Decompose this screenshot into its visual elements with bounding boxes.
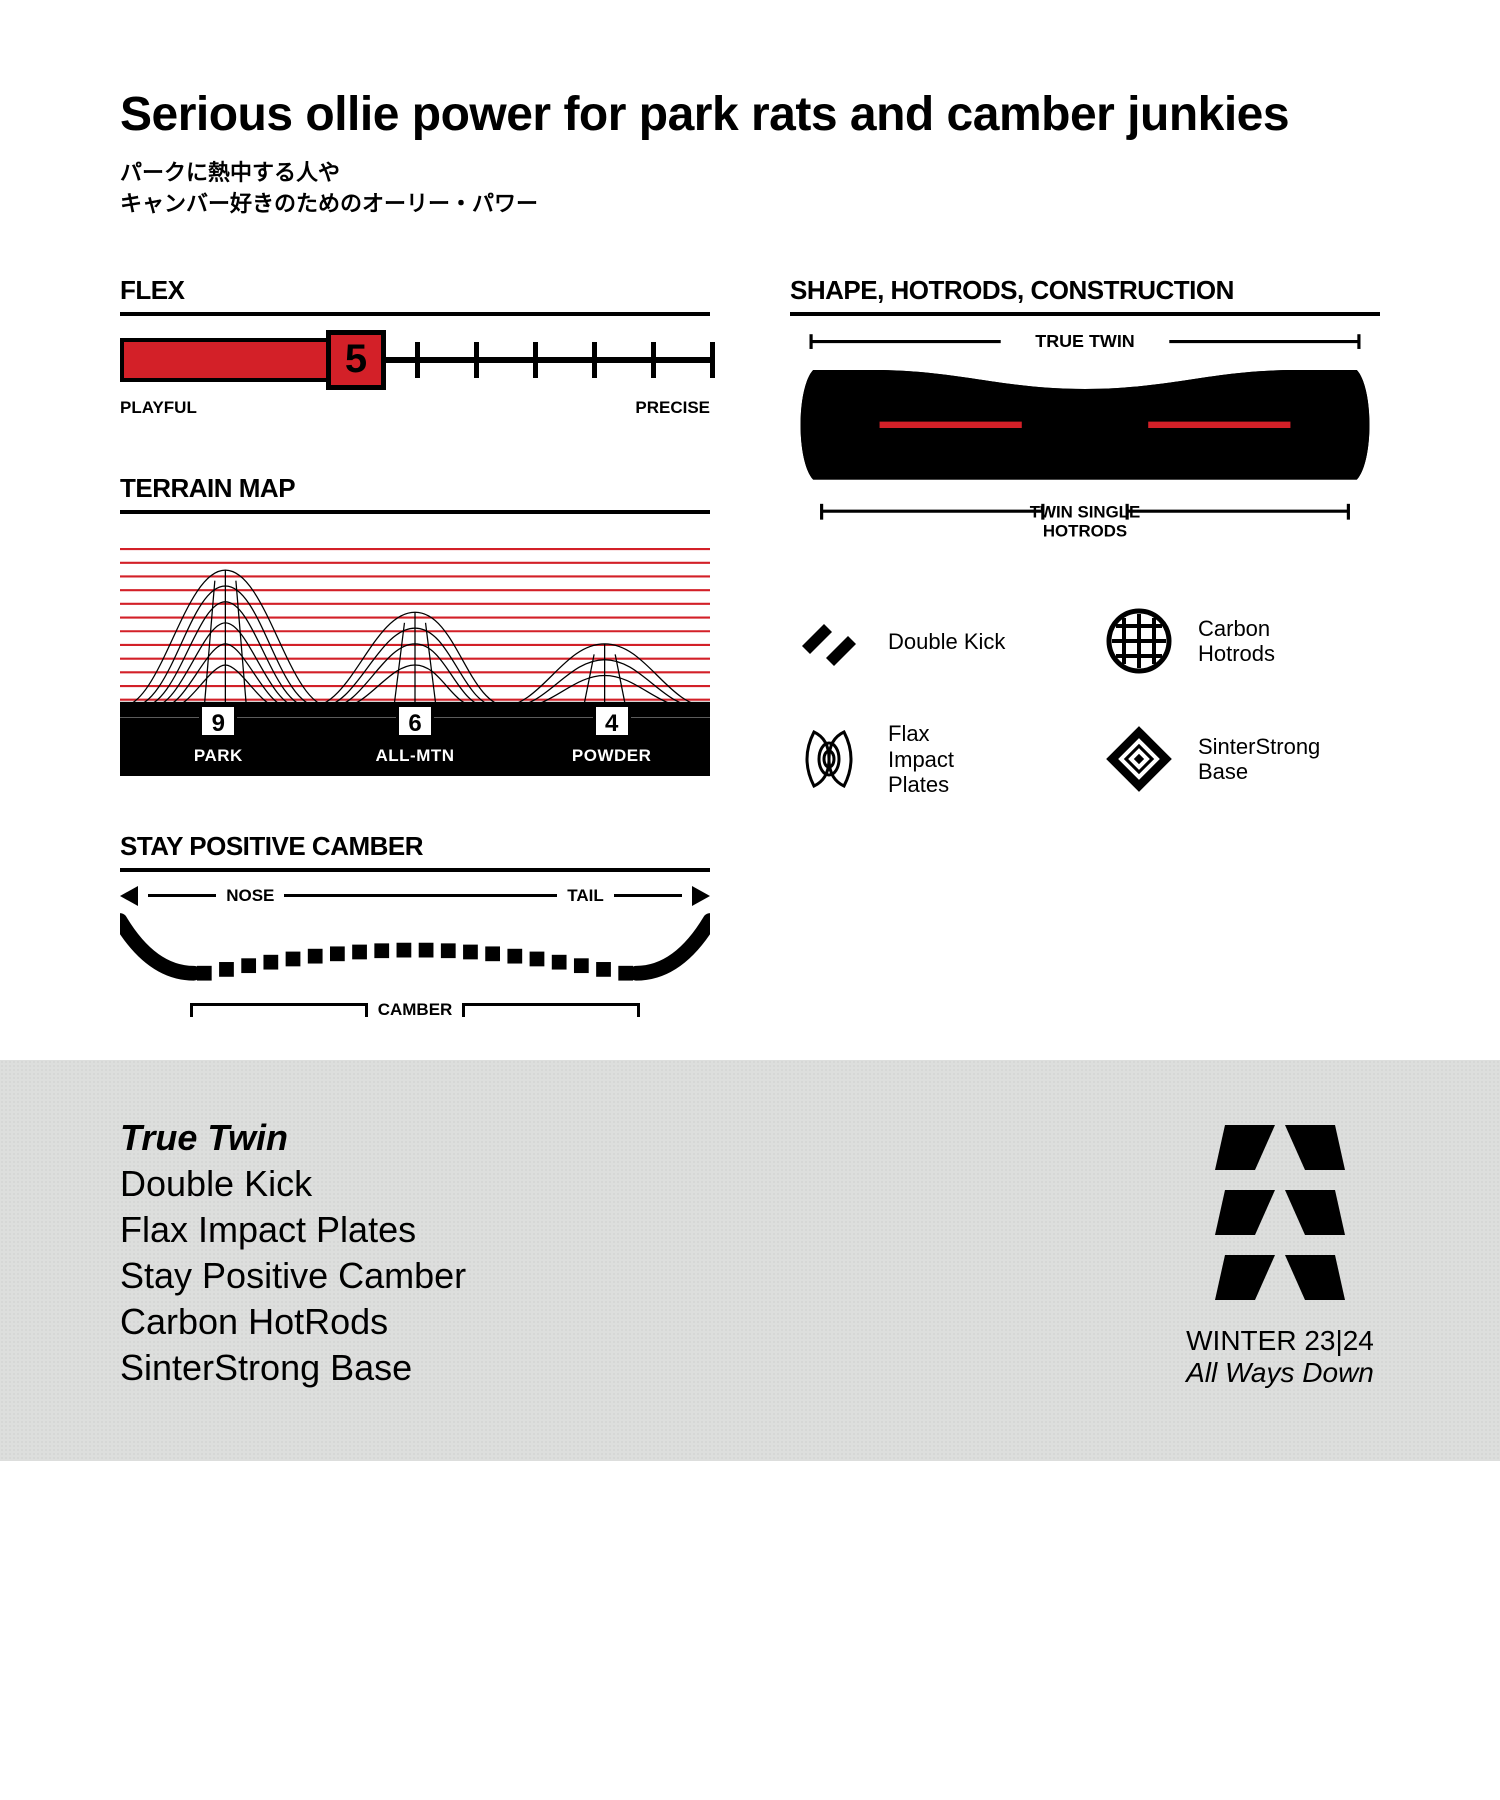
right-column: SHAPE, HOTRODS, CONSTRUCTION TRUE TWIN — [790, 275, 1380, 1020]
feature-item: FlaxImpactPlates — [790, 720, 1070, 798]
feature-grid: Double Kick CarbonHotrods FlaxImpactPlates… — [790, 602, 1380, 798]
spec-item: Carbon HotRods — [120, 1299, 466, 1345]
feature-item: CarbonHotrods — [1100, 602, 1380, 680]
terrain-title: TERRAIN MAP — [120, 473, 710, 514]
flex-tick — [474, 342, 479, 378]
bracket-right — [462, 1003, 640, 1017]
shape-diagram: TRUE TWIN — [790, 330, 1380, 572]
camber-diagram — [120, 910, 710, 994]
columns: FLEX 5 PLAYFUL PRECISE TERRAIN MAP — [120, 275, 1380, 1020]
shape-title: SHAPE, HOTRODS, CONSTRUCTION — [790, 275, 1380, 316]
flex-tick — [651, 342, 656, 378]
headline: Serious ollie power for park rats and ca… — [120, 90, 1380, 140]
season-label: WINTER 23|24 — [1180, 1325, 1380, 1357]
svg-text:HOTRODS: HOTRODS — [1043, 521, 1127, 540]
true-twin-label: TRUE TWIN — [1035, 331, 1134, 351]
flex-tick — [592, 342, 597, 378]
spec-list: True TwinDouble KickFlax Impact PlatesSt… — [120, 1115, 466, 1391]
camber-section: STAY POSITIVE CAMBER NOSE TAIL — [120, 831, 710, 1020]
flex-fill — [120, 338, 356, 382]
arrow-left-icon — [120, 886, 138, 906]
spec-item: Double Kick — [120, 1161, 466, 1207]
double-kick-icon — [790, 602, 868, 680]
page: Serious ollie power for park rats and ca… — [0, 0, 1500, 1461]
brand-block: WINTER 23|24 All Ways Down — [1180, 1115, 1380, 1389]
flex-right-label: PRECISE — [635, 398, 710, 418]
brand-logo-icon — [1180, 1115, 1380, 1315]
tagline-label: All Ways Down — [1180, 1357, 1380, 1389]
feature-label: Double Kick — [888, 629, 1005, 654]
flex-section: FLEX 5 PLAYFUL PRECISE — [120, 275, 710, 418]
content-area: Serious ollie power for park rats and ca… — [0, 0, 1500, 1060]
left-column: FLEX 5 PLAYFUL PRECISE TERRAIN MAP — [120, 275, 710, 1020]
subhead-japanese: パークに熱中する人や キャンバー好きのためのオーリー・パワー — [120, 158, 1380, 220]
terrain-section: TERRAIN MAP — [120, 473, 710, 776]
camber-title: STAY POSITIVE CAMBER — [120, 831, 710, 872]
feature-label: SinterStrongBase — [1198, 734, 1320, 785]
camber-line — [614, 894, 682, 897]
terrain-chart — [120, 528, 710, 718]
terrain-score-badge: 6 — [396, 704, 434, 738]
flex-labels: PLAYFUL PRECISE — [120, 398, 710, 418]
footer: True TwinDouble KickFlax Impact PlatesSt… — [0, 1060, 1500, 1461]
camber-tail-label: TAIL — [567, 886, 604, 906]
feature-label: FlaxImpactPlates — [888, 721, 954, 797]
terrain-label: POWDER — [513, 746, 710, 766]
terrain-score-badge: 4 — [593, 704, 631, 738]
terrain-strip: 9PARK6ALL-MTN4POWDER — [120, 718, 710, 776]
terrain-score-badge: 9 — [199, 704, 237, 738]
camber-line — [284, 894, 557, 897]
flex-left-label: PLAYFUL — [120, 398, 197, 418]
spec-item: SinterStrong Base — [120, 1345, 466, 1391]
flax-impact-icon — [790, 720, 868, 798]
camber-top-labels: NOSE TAIL — [120, 886, 710, 906]
feature-label: CarbonHotrods — [1198, 616, 1275, 667]
flex-tick — [533, 342, 538, 378]
camber-line — [148, 894, 216, 897]
spec-item: True Twin — [120, 1115, 466, 1161]
terrain-label: PARK — [120, 746, 317, 766]
bracket-left — [190, 1003, 368, 1017]
arrow-right-icon — [692, 886, 710, 906]
terrain-cell: 4POWDER — [513, 726, 710, 766]
sinterstrong-icon — [1100, 720, 1178, 798]
flex-marker: 5 — [326, 330, 386, 390]
svg-text:TWIN SINGLE: TWIN SINGLE — [1030, 503, 1140, 522]
feature-item: SinterStrongBase — [1100, 720, 1380, 798]
terrain-cell: 6ALL-MTN — [317, 726, 514, 766]
flex-title: FLEX — [120, 275, 710, 316]
camber-bottom-bracket: CAMBER — [120, 1000, 710, 1020]
terrain-cell: 9PARK — [120, 726, 317, 766]
spec-item: Stay Positive Camber — [120, 1253, 466, 1299]
spec-item: Flax Impact Plates — [120, 1207, 466, 1253]
flex-bar: 5 — [120, 330, 710, 390]
flex-tick — [415, 342, 420, 378]
subhead-jp-line-2: キャンバー好きのためのオーリー・パワー — [120, 189, 1380, 220]
camber-label: CAMBER — [378, 1000, 453, 1020]
carbon-hotrods-icon — [1100, 602, 1178, 680]
subhead-jp-line-1: パークに熱中する人や — [120, 158, 1380, 189]
flex-tick — [710, 342, 715, 378]
terrain-label: ALL-MTN — [317, 746, 514, 766]
camber-nose-label: NOSE — [226, 886, 274, 906]
feature-item: Double Kick — [790, 602, 1070, 680]
